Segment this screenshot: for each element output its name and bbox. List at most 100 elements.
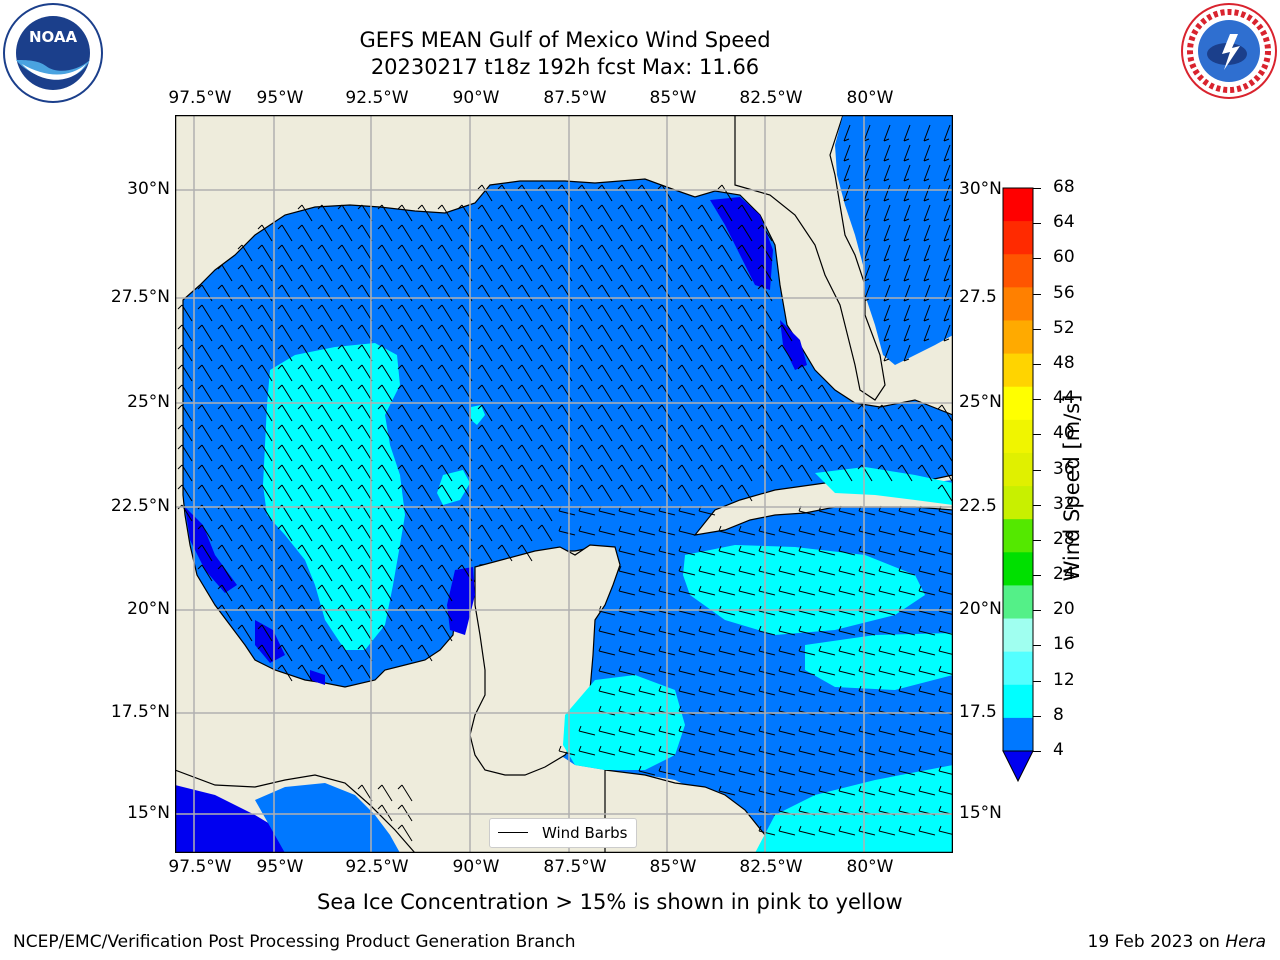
wind-barb bbox=[557, 324, 573, 342]
wind-barb bbox=[838, 585, 856, 596]
wind-barb bbox=[677, 324, 693, 342]
wind-barb bbox=[778, 625, 796, 636]
wind-barb bbox=[757, 324, 773, 342]
wind-barb bbox=[918, 685, 936, 696]
lat-label-right: 22.5 bbox=[959, 496, 997, 516]
wind-barb bbox=[838, 525, 856, 536]
wind-barb bbox=[837, 404, 853, 422]
wind-barb bbox=[477, 444, 493, 462]
wind-barb bbox=[798, 685, 816, 696]
wind-barb bbox=[617, 244, 633, 262]
wind-barb bbox=[317, 244, 333, 262]
wind-barb bbox=[878, 565, 896, 576]
wind-barb bbox=[757, 404, 773, 422]
wind-barb bbox=[738, 585, 756, 596]
wind-barb bbox=[337, 384, 353, 402]
wind-barb bbox=[897, 444, 913, 462]
wind-barb bbox=[377, 224, 393, 242]
wind-barb bbox=[717, 464, 733, 482]
wind-barb bbox=[277, 344, 293, 362]
wind-barb bbox=[397, 584, 413, 602]
wind-barb bbox=[577, 184, 593, 202]
wind-barb bbox=[437, 204, 453, 222]
wind-barb bbox=[277, 604, 293, 622]
wind-barb bbox=[617, 184, 633, 202]
wind-barb bbox=[918, 825, 936, 836]
wind-barb bbox=[377, 424, 393, 442]
wind-barb bbox=[277, 644, 293, 662]
wind-barb bbox=[818, 625, 836, 636]
wind-barb bbox=[778, 665, 796, 676]
lat-label-left: 15°N bbox=[127, 803, 170, 823]
wind-barb bbox=[417, 324, 433, 342]
wind-barb bbox=[437, 264, 453, 282]
wind-barb bbox=[257, 304, 273, 322]
wind-barb bbox=[757, 444, 773, 462]
wind-barb bbox=[437, 564, 453, 582]
wind-barb bbox=[317, 604, 333, 622]
wind-barb bbox=[217, 424, 233, 442]
lon-label-bottom: 90°W bbox=[452, 857, 500, 877]
wind-barb bbox=[217, 324, 233, 342]
wind-barb bbox=[497, 244, 513, 262]
wind-barb bbox=[577, 444, 593, 462]
wind-barb bbox=[838, 625, 856, 636]
colorbar-segment bbox=[1003, 486, 1033, 520]
wind-barb bbox=[537, 304, 553, 322]
wind-barb bbox=[797, 424, 813, 442]
wind-barb bbox=[377, 624, 393, 642]
wind-barb bbox=[297, 304, 313, 322]
wind-barb bbox=[898, 685, 916, 696]
wind-barb bbox=[517, 404, 533, 422]
wind-barb bbox=[737, 264, 753, 282]
wind-barb bbox=[878, 785, 896, 796]
wind-barb bbox=[878, 745, 896, 756]
lon-label-bottom: 95°W bbox=[256, 857, 304, 877]
wind-barb bbox=[758, 545, 776, 556]
low-wind-south-mexico bbox=[310, 670, 325, 685]
wind-barb bbox=[177, 344, 193, 362]
wind-barb bbox=[618, 545, 636, 556]
wind-barb bbox=[698, 625, 716, 636]
wind-barb bbox=[537, 404, 553, 422]
wind-barb bbox=[838, 785, 856, 796]
lon-label-top: 80°W bbox=[846, 88, 894, 108]
wind-barb bbox=[838, 545, 856, 556]
wind-barb bbox=[477, 384, 493, 402]
wind-barb bbox=[818, 645, 836, 656]
wind-barb bbox=[417, 464, 433, 482]
colorbar-tick: 8 bbox=[1053, 704, 1064, 725]
wind-barb bbox=[497, 184, 513, 202]
wind-barb bbox=[477, 344, 493, 362]
wind-barb bbox=[903, 304, 911, 322]
wind-barb bbox=[678, 585, 696, 596]
wind-barb bbox=[697, 484, 713, 502]
lon-label-bottom: 87.5°W bbox=[543, 857, 607, 877]
wind-barb bbox=[818, 685, 836, 696]
wind-barb bbox=[497, 444, 513, 462]
wind-barb bbox=[898, 585, 916, 596]
wind-barb bbox=[417, 584, 433, 602]
wind-barb bbox=[718, 585, 736, 596]
wind-barb bbox=[237, 524, 253, 542]
wind-barb bbox=[337, 544, 353, 562]
wind-barb bbox=[677, 484, 693, 502]
wind-barb bbox=[718, 745, 736, 756]
wind-barb bbox=[698, 685, 716, 696]
wind-barb bbox=[717, 344, 733, 362]
wind-barb bbox=[918, 525, 936, 536]
wind-barb bbox=[577, 464, 593, 482]
wind-barb bbox=[637, 184, 653, 202]
wind-barb bbox=[537, 424, 553, 442]
wind-barb bbox=[698, 725, 716, 736]
wind-barb bbox=[677, 224, 693, 242]
wind-barb bbox=[618, 565, 636, 576]
wind-barb bbox=[718, 765, 736, 776]
wind-barb bbox=[477, 224, 493, 242]
wind-barb bbox=[717, 484, 733, 502]
wind-barb bbox=[317, 344, 333, 362]
wind-barb bbox=[618, 665, 636, 676]
wind-barb bbox=[797, 384, 813, 402]
wind-barb bbox=[837, 444, 853, 462]
colorbar-tick: 48 bbox=[1053, 352, 1075, 373]
